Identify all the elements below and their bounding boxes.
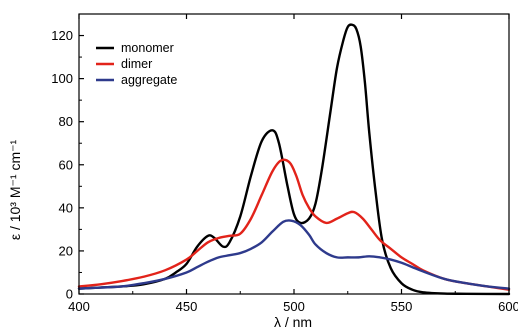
x-axis-title: λ / nm: [274, 314, 312, 330]
series-line-aggregate: [77, 219, 511, 290]
legend-label-aggregate: aggregate: [121, 73, 177, 87]
x-tick-label: 600: [498, 299, 518, 314]
series-layer: [77, 23, 511, 296]
y-tick-label: 120: [51, 28, 73, 43]
y-tick-label: 80: [59, 114, 73, 129]
y-tick-label: 60: [59, 157, 73, 172]
y-axis-title: ε / 10³ M⁻¹ cm⁻¹: [7, 139, 23, 240]
y-tick-label: 0: [66, 287, 73, 302]
x-tick-label: 500: [283, 299, 305, 314]
x-tick-label: 550: [391, 299, 413, 314]
plot-frame: [78, 13, 510, 295]
series-line-monomer: [77, 23, 511, 296]
legend-label-dimer: dimer: [121, 57, 152, 71]
legend: monomer dimer aggregate: [96, 41, 177, 87]
x-tick-label: 400: [68, 299, 90, 314]
y-tick-label: 40: [59, 200, 73, 215]
axes-layer: 400 450 500 550 600 0 20 40 60 80 100 120: [51, 13, 518, 314]
series-line-dimer: [77, 158, 511, 291]
y-tick-label: 20: [59, 243, 73, 258]
y-tick-label: 100: [51, 71, 73, 86]
legend-label-monomer: monomer: [121, 41, 174, 55]
x-tick-label: 450: [176, 299, 198, 314]
